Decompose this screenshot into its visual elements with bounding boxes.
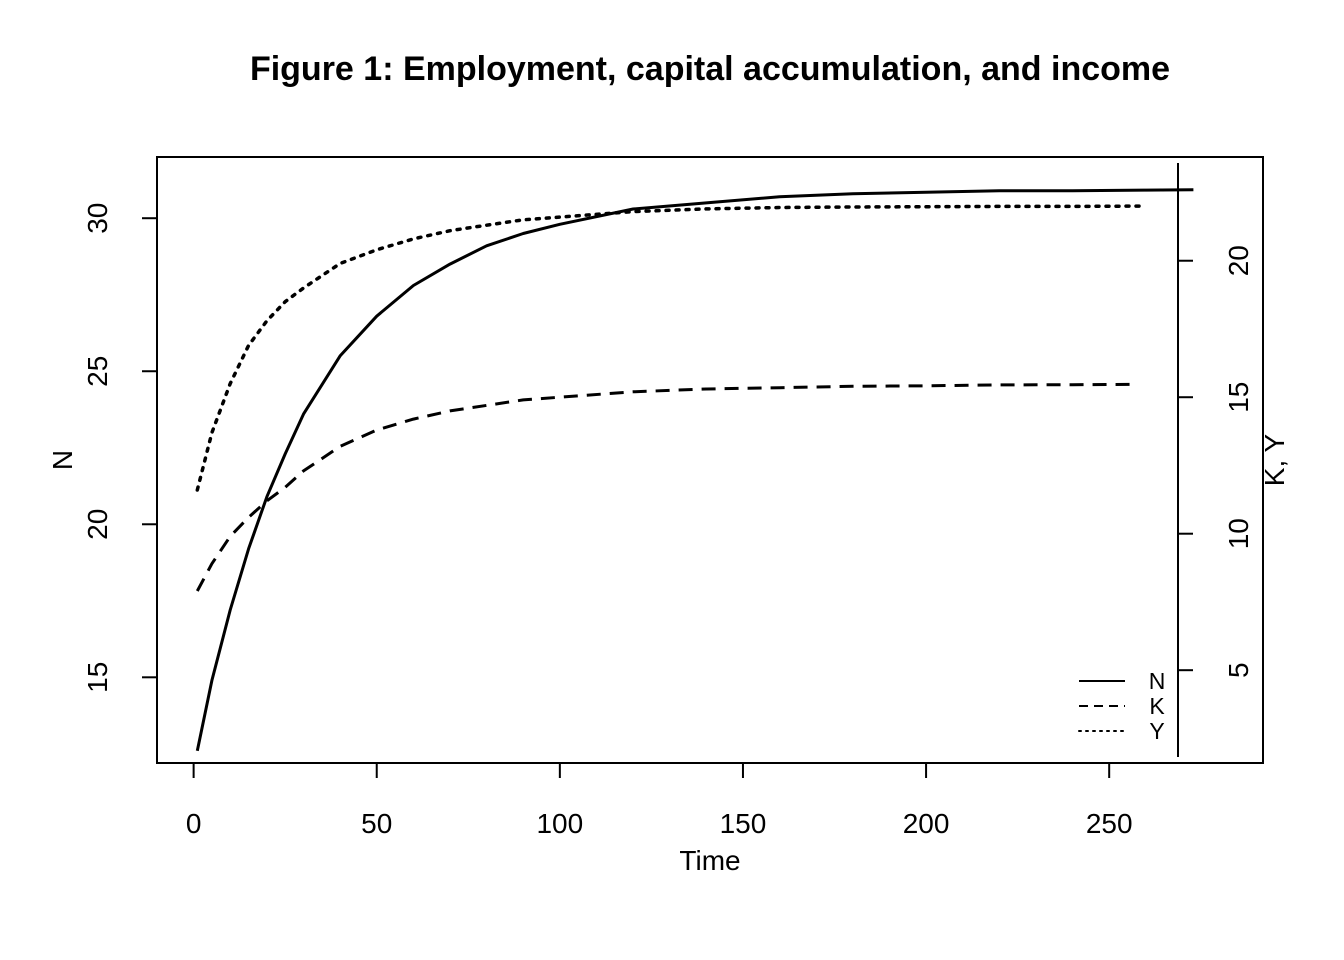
y-right-tick-label: 10 bbox=[1223, 518, 1254, 549]
y-axis-left: 15 20 25 30 bbox=[82, 203, 158, 693]
y-right-tick-label: 5 bbox=[1223, 662, 1254, 678]
series-layer bbox=[195, 188, 1194, 752]
series-line-k bbox=[195, 382, 1132, 592]
y-left-tick-label: 25 bbox=[82, 356, 113, 387]
series-line-n bbox=[195, 188, 1194, 752]
x-tick-label: 50 bbox=[361, 808, 392, 839]
y-right-tick-label: 20 bbox=[1223, 245, 1254, 276]
chart-title: Figure 1: Employment, capital accumulati… bbox=[250, 50, 1170, 88]
legend-label-y: Y bbox=[1149, 718, 1164, 744]
x-tick-label: 150 bbox=[720, 808, 767, 839]
y-left-tick-label: 20 bbox=[82, 509, 113, 540]
y-left-tick-label: 15 bbox=[82, 662, 113, 693]
legend-label-n: N bbox=[1149, 668, 1166, 694]
y-axis-right: 5 10 15 20 bbox=[1177, 163, 1254, 757]
x-tick-label: 200 bbox=[903, 808, 950, 839]
x-axis-label: Time bbox=[679, 845, 740, 876]
x-axis: 0 50 100 150 200 250 bbox=[186, 762, 1133, 839]
y-axis-right-label: K, Y bbox=[1259, 433, 1290, 486]
series-line-y bbox=[195, 204, 1144, 492]
x-tick-label: 100 bbox=[536, 808, 583, 839]
x-tick-label: 0 bbox=[186, 808, 202, 839]
legend: NKY bbox=[1078, 668, 1166, 744]
plot-frame bbox=[156, 156, 1264, 764]
y-axis-left-label: N bbox=[47, 450, 78, 470]
x-tick-label: 250 bbox=[1086, 808, 1133, 839]
legend-label-k: K bbox=[1149, 693, 1165, 719]
y-left-tick-label: 30 bbox=[82, 203, 113, 234]
y-right-tick-label: 15 bbox=[1223, 382, 1254, 413]
